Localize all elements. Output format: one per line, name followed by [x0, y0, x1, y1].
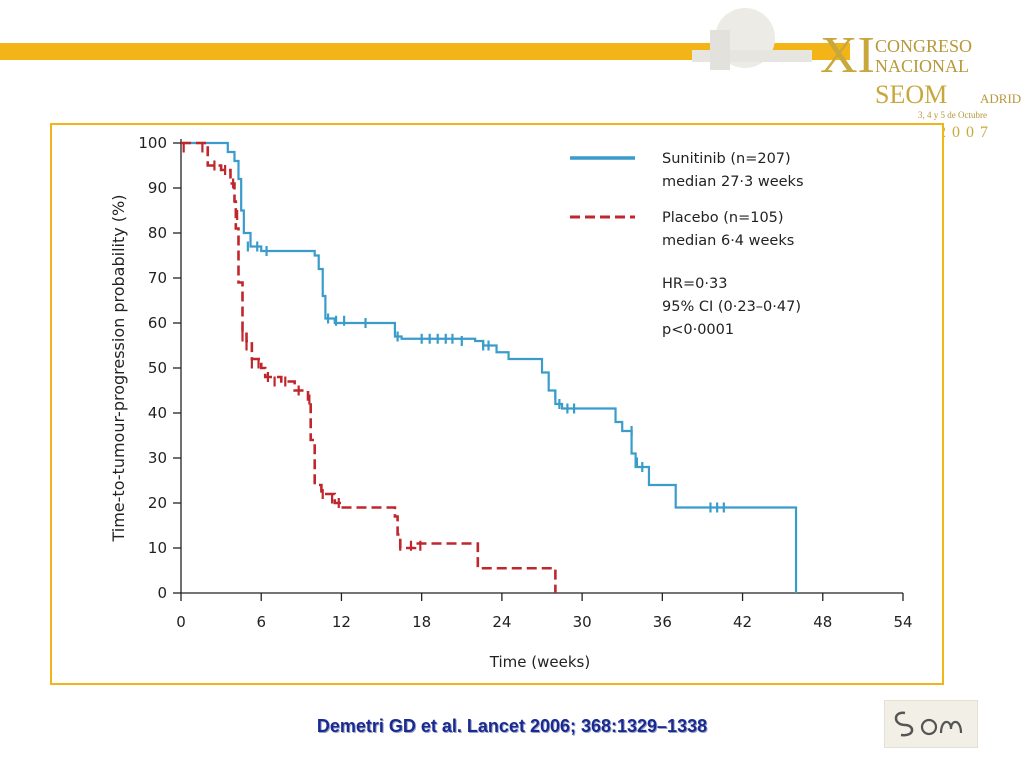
- seom-logo-icon: [894, 711, 963, 737]
- x-axis-label: Time (weeks): [489, 653, 590, 671]
- congress-line2: NACIONAL: [875, 56, 969, 76]
- x-tick-label: 54: [893, 613, 912, 631]
- y-tick-label: 20: [148, 494, 167, 512]
- congress-logo: XI CONGRESO NACIONAL SEOM ADRID 3, 4 y 5…: [692, 8, 1021, 141]
- x-tick-label: 0: [176, 613, 186, 631]
- seom-text: SEOM: [875, 80, 947, 109]
- chart-ticks: 0 10 20 30 40 50 60 70 80 90 100 0 6 12 18 24 30 36 42 48 54: [138, 134, 912, 631]
- series-line-1: [181, 141, 557, 593]
- y-tick-label: 60: [148, 314, 167, 332]
- y-tick-label: 100: [138, 134, 167, 152]
- y-tick-label: 40: [148, 404, 167, 422]
- chart-legend: Sunitinib (n=207) median 27·3 weeks Plac…: [570, 151, 804, 338]
- legend-label-placebo: Placebo (n=105): [662, 210, 784, 226]
- annotation-p: p<0·0001: [662, 322, 734, 338]
- annotation-hr: HR=0·33: [662, 276, 727, 292]
- citation: Demetri GD et al. Lancet 2006; 368:1329–…: [316, 716, 708, 736]
- city-text: ADRID: [980, 91, 1021, 106]
- series-line-0: [181, 141, 798, 593]
- y-tick-label: 80: [148, 224, 167, 242]
- x-tick-label: 6: [256, 613, 266, 631]
- x-tick-label: 48: [813, 613, 832, 631]
- y-tick-label: 70: [148, 269, 167, 287]
- x-tick-label: 18: [412, 613, 431, 631]
- x-tick-label: 24: [492, 613, 511, 631]
- x-tick-label: 42: [733, 613, 752, 631]
- y-tick-label: 10: [148, 539, 167, 557]
- header-accent-bar: [0, 43, 850, 60]
- chart-axes: [180, 139, 903, 594]
- dates-text: 3, 4 y 5 de Octubre: [918, 110, 987, 120]
- legend-median-sunitinib: median 27·3 weeks: [662, 174, 804, 190]
- legend-median-placebo: median 6·4 weeks: [662, 233, 794, 249]
- seom-footer-logo: [884, 700, 978, 748]
- legend-label-sunitinib: Sunitinib (n=207): [662, 151, 791, 167]
- chart-series: [181, 141, 798, 593]
- x-tick-label: 12: [332, 613, 351, 631]
- x-tick-label: 30: [573, 613, 592, 631]
- y-tick-label: 50: [148, 359, 167, 377]
- x-tick-label: 36: [653, 613, 672, 631]
- y-tick-label: 0: [157, 584, 167, 602]
- y-tick-label: 90: [148, 179, 167, 197]
- year-text: 2007: [938, 124, 994, 141]
- y-tick-label: 30: [148, 449, 167, 467]
- congress-numeral: XI: [820, 27, 875, 84]
- y-axis-label: Time-to-tumour-progression probability (…: [109, 195, 128, 543]
- annotation-ci: 95% CI (0·23–0·47): [662, 299, 801, 315]
- congress-line1: CONGRESO: [875, 36, 972, 56]
